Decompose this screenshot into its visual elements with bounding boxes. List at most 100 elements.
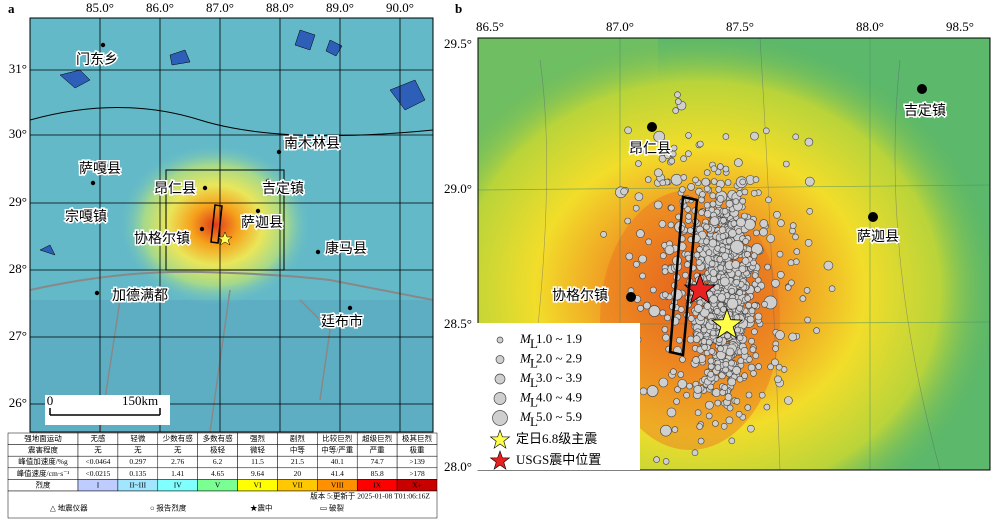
quake xyxy=(643,301,651,310)
quake xyxy=(694,409,702,417)
quake xyxy=(705,249,713,256)
map-b xyxy=(478,38,990,470)
quake xyxy=(784,396,793,405)
quake xyxy=(752,176,760,183)
quake xyxy=(742,238,750,245)
quake xyxy=(722,133,730,140)
quake xyxy=(754,312,763,321)
table-text: 轻微 xyxy=(130,433,145,443)
legend-magnitude: M xyxy=(519,350,532,365)
quake xyxy=(751,272,759,279)
quake xyxy=(661,268,669,275)
quake xyxy=(661,326,669,333)
quake xyxy=(828,285,836,293)
quake xyxy=(804,137,814,147)
quake xyxy=(624,217,632,225)
lat-label: 28.0° xyxy=(444,459,472,474)
quake xyxy=(761,300,768,308)
quake xyxy=(634,192,644,201)
quake xyxy=(632,204,640,212)
quake xyxy=(716,336,723,343)
scale-box xyxy=(45,395,170,425)
table-text: 极其巨烈 xyxy=(402,433,432,443)
place-label: 昂仁县 xyxy=(154,181,196,197)
legend-symbol xyxy=(492,410,508,426)
quake xyxy=(687,315,695,322)
quake xyxy=(672,107,680,114)
legend-range: 2.0 ~ 2.9 xyxy=(536,350,582,365)
lon-label: 86.0° xyxy=(146,0,174,15)
quake xyxy=(744,404,752,411)
quake xyxy=(687,227,694,234)
legend-usgs: USGS震中位置 xyxy=(516,452,601,467)
quake xyxy=(774,375,782,384)
quake xyxy=(660,424,672,437)
table-text: 极轻 xyxy=(210,445,225,455)
legend-range: 1.0 ~ 1.9 xyxy=(536,331,582,346)
quake xyxy=(719,233,727,240)
quake xyxy=(788,332,798,342)
table-text: 无感 xyxy=(90,433,105,443)
quake xyxy=(788,279,795,287)
lon-label: 87.0° xyxy=(206,0,234,15)
legend-magnitude: M xyxy=(519,331,532,346)
quake xyxy=(751,328,758,336)
quake xyxy=(653,200,663,210)
quake xyxy=(713,283,721,291)
quake xyxy=(750,370,757,377)
quake xyxy=(703,210,712,218)
quake xyxy=(734,269,742,277)
legend-range: 3.0 ~ 3.9 xyxy=(536,370,582,385)
quake xyxy=(736,304,743,312)
quake xyxy=(754,286,761,293)
lon-label: 88.0° xyxy=(856,19,884,34)
scale-label: 150km xyxy=(122,393,158,408)
quake xyxy=(664,314,671,322)
quake xyxy=(727,377,737,387)
quake xyxy=(733,278,740,286)
legend-symbol xyxy=(494,373,506,385)
table-text: 烈度 xyxy=(36,479,51,489)
table-text: 峰值加速度/%g xyxy=(18,456,68,466)
quake xyxy=(799,295,807,302)
quake xyxy=(701,343,708,351)
quake xyxy=(725,416,734,425)
quake xyxy=(691,449,699,457)
quake xyxy=(692,335,701,343)
quake xyxy=(747,424,755,433)
quake xyxy=(735,410,743,418)
table-text: 中等 xyxy=(290,445,305,455)
place-dot xyxy=(626,292,636,302)
quake xyxy=(733,397,741,405)
quake xyxy=(762,127,770,135)
quake xyxy=(735,228,743,235)
quake xyxy=(680,174,688,181)
legend-star xyxy=(489,450,511,470)
quake xyxy=(717,345,724,353)
quake xyxy=(658,220,667,228)
quake xyxy=(721,384,729,391)
place-dot xyxy=(90,180,96,186)
panel-label: a xyxy=(8,1,15,16)
quake xyxy=(692,356,700,364)
quake xyxy=(639,387,648,396)
frame xyxy=(477,37,991,471)
quake xyxy=(637,304,644,312)
place-label: 协格尔镇 xyxy=(134,231,190,247)
quake xyxy=(754,276,762,284)
quake xyxy=(738,265,747,274)
quake xyxy=(659,179,667,187)
quake xyxy=(674,91,681,98)
quake xyxy=(658,377,669,388)
table-text: >178 xyxy=(409,469,425,478)
quake xyxy=(709,294,718,304)
quake xyxy=(669,150,677,158)
quake xyxy=(750,131,759,141)
quake xyxy=(703,238,710,245)
quake xyxy=(671,426,679,433)
quake xyxy=(803,287,811,294)
lat-label: 28.5° xyxy=(444,316,472,331)
quake xyxy=(668,157,676,165)
quake xyxy=(746,315,755,324)
quake xyxy=(707,370,715,378)
